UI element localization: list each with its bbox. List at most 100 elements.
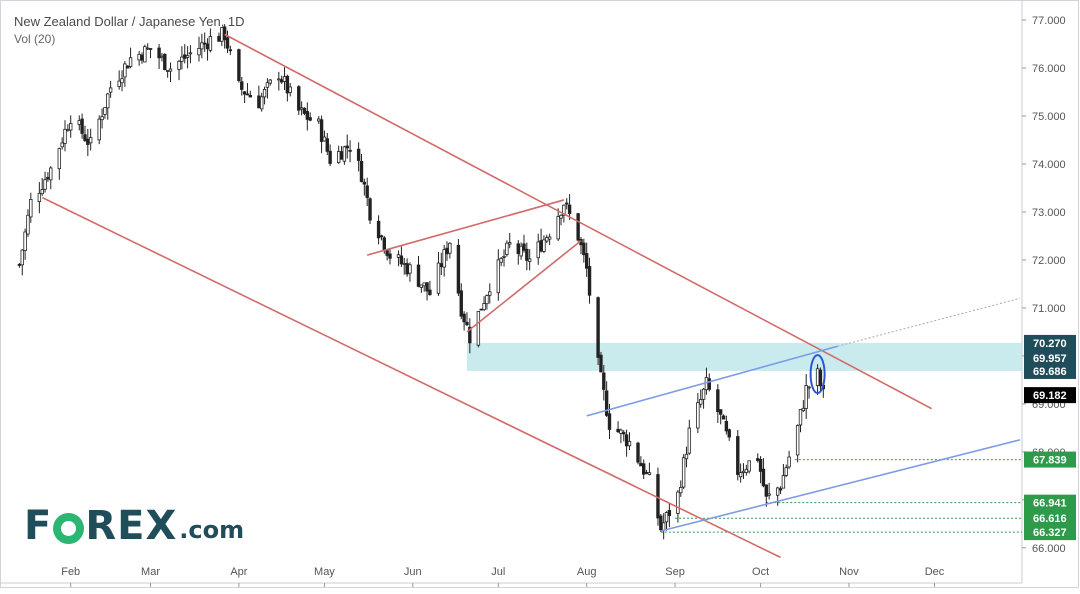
- candle-body: [359, 161, 364, 183]
- time-tick-label: May: [314, 566, 335, 578]
- price-tick-label: 76.000: [1032, 63, 1066, 75]
- candle-body: [143, 46, 147, 63]
- time-tick-label: Mar: [141, 566, 160, 578]
- price-level-tag: [1024, 387, 1076, 404]
- forex-logo: F REX .com: [24, 503, 245, 549]
- blue-upper-line: [586, 345, 838, 417]
- candle-body: [425, 282, 429, 292]
- candle-body: [622, 432, 626, 435]
- candle-body: [188, 52, 193, 55]
- price-level-tag: [1024, 451, 1076, 468]
- candle-body: [795, 425, 800, 456]
- channel-top-line: [224, 33, 933, 410]
- candle-body: [66, 129, 70, 132]
- time-tick-label: Aug: [577, 566, 597, 578]
- blue-upper-extension: [837, 297, 1021, 347]
- candle-body: [804, 385, 808, 409]
- candle-body: [761, 468, 766, 487]
- candle-body: [100, 116, 104, 121]
- candle-body: [661, 522, 666, 531]
- candle-body: [516, 243, 520, 254]
- candle-body: [26, 214, 30, 235]
- candle-body: [476, 311, 481, 346]
- candle-body: [488, 291, 492, 296]
- candle-body: [756, 458, 760, 461]
- candle-body: [539, 240, 543, 252]
- price-level-tag: [1024, 494, 1076, 511]
- price-level-label: 66.616: [1033, 513, 1067, 525]
- candle-body: [83, 134, 87, 141]
- candle-body: [282, 76, 287, 82]
- price-tick-label: 73.000: [1032, 207, 1066, 219]
- time-tick-label: Apr: [230, 566, 247, 578]
- candle-body: [325, 138, 329, 152]
- candle-body: [439, 263, 444, 268]
- time-tick-label: Dec: [925, 566, 945, 578]
- candle-body: [479, 308, 483, 311]
- candle-body: [362, 181, 367, 185]
- candle-body: [505, 242, 509, 255]
- candle-body: [245, 93, 250, 96]
- logo-text-start: F: [24, 503, 53, 549]
- candle-body: [29, 199, 33, 218]
- time-tick-label: Nov: [839, 566, 859, 578]
- candle-body: [208, 36, 213, 51]
- candle-body: [744, 468, 749, 473]
- candle-body: [818, 369, 823, 387]
- candle-body: [40, 189, 44, 195]
- candle-body: [602, 372, 606, 390]
- candle-body: [185, 55, 190, 58]
- candle-body: [37, 192, 42, 202]
- candle-body: [664, 512, 669, 523]
- candle-body: [399, 255, 404, 265]
- candle-body: [676, 491, 680, 514]
- time-tick-label: Feb: [61, 566, 80, 578]
- candle-body: [798, 409, 803, 426]
- candle-body: [108, 87, 113, 93]
- candle-body: [565, 202, 569, 205]
- candle-body: [604, 390, 609, 416]
- logo-suffix: .com: [179, 516, 245, 544]
- candle-body: [262, 89, 267, 98]
- price-tick-label: 74.000: [1032, 159, 1066, 171]
- candle-body: [163, 53, 167, 70]
- candle-body: [642, 463, 646, 475]
- candle-body: [659, 515, 663, 531]
- candle-body: [123, 63, 127, 78]
- candle-body: [240, 81, 244, 90]
- candle-body: [442, 249, 446, 268]
- candle-body: [448, 242, 452, 254]
- candle-body: [137, 53, 141, 61]
- candle-body: [576, 213, 580, 241]
- candle-body: [168, 68, 173, 72]
- candle-body: [17, 264, 22, 266]
- candle-body: [499, 258, 503, 263]
- candle-body: [140, 54, 144, 61]
- candle-body: [177, 60, 181, 70]
- candle-body: [49, 167, 53, 181]
- candle-body: [228, 49, 233, 52]
- candle-body: [257, 95, 261, 109]
- candle-body: [718, 409, 723, 415]
- time-tick-label: Oct: [752, 566, 769, 578]
- time-tick-label: Jun: [404, 566, 422, 578]
- candle-body: [396, 254, 401, 258]
- candle-body: [103, 107, 107, 115]
- candle-body: [767, 493, 771, 496]
- candle-body: [345, 145, 349, 149]
- candles-group: [17, 24, 826, 540]
- candle-body: [57, 148, 62, 170]
- candle-body: [781, 475, 786, 489]
- candle-body: [20, 249, 24, 266]
- candle-body: [656, 474, 660, 519]
- time-tick-label: Jul: [491, 566, 505, 578]
- candle-body: [456, 244, 461, 294]
- candle-body: [787, 456, 791, 468]
- candle-body: [336, 151, 341, 164]
- price-level-tag: [1024, 334, 1076, 351]
- candle-body: [77, 120, 81, 125]
- candle-body: [545, 237, 549, 242]
- candle-body: [815, 368, 820, 386]
